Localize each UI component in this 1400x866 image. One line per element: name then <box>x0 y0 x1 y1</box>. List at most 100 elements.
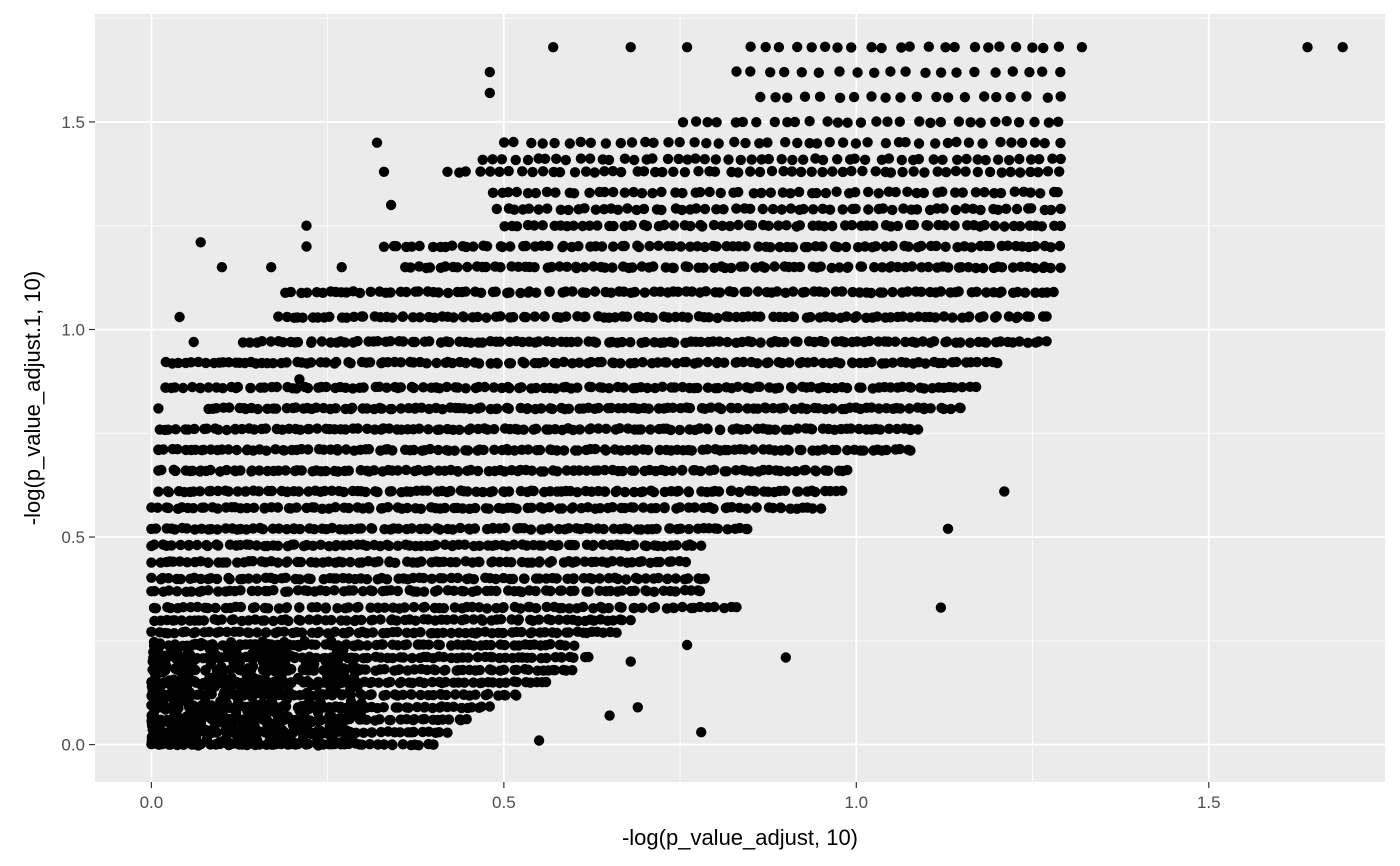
data-point <box>446 627 457 639</box>
data-point <box>356 614 367 626</box>
data-point <box>483 503 495 514</box>
data-point <box>793 186 805 198</box>
data-point <box>448 312 459 323</box>
data-point <box>990 67 1001 78</box>
data-point <box>745 466 757 477</box>
data-point <box>233 651 245 662</box>
data-point <box>756 187 767 199</box>
data-point <box>357 586 369 597</box>
data-point <box>477 154 488 165</box>
data-point <box>281 602 293 613</box>
data-point <box>767 203 779 215</box>
data-point <box>674 502 686 513</box>
data-point <box>685 220 696 232</box>
data-point <box>745 166 756 177</box>
data-point <box>1025 166 1036 178</box>
data-point <box>249 602 260 613</box>
data-point <box>677 601 688 613</box>
data-point <box>490 286 501 297</box>
data-point <box>852 67 863 78</box>
data-point <box>526 652 537 663</box>
data-point <box>683 487 695 498</box>
data-point <box>440 664 451 676</box>
data-point <box>472 311 483 323</box>
data-point <box>792 423 803 434</box>
data-point <box>670 586 681 597</box>
data-point <box>561 311 572 322</box>
data-point <box>699 241 711 253</box>
data-point <box>870 241 881 252</box>
data-point <box>266 485 278 497</box>
data-point <box>627 262 638 273</box>
data-point <box>776 204 787 215</box>
data-point <box>1055 137 1066 149</box>
data-point <box>937 186 948 197</box>
data-point <box>490 573 502 585</box>
data-point <box>615 358 626 369</box>
data-point <box>992 204 1004 215</box>
data-point <box>232 381 244 393</box>
data-point <box>787 154 798 166</box>
data-point <box>509 204 520 215</box>
data-point <box>500 652 511 663</box>
data-point <box>372 486 383 498</box>
data-point <box>896 42 907 53</box>
data-point <box>634 311 645 322</box>
data-point <box>726 502 737 513</box>
data-point <box>312 423 323 434</box>
data-point <box>600 445 612 456</box>
data-point <box>1001 203 1012 214</box>
data-point <box>979 219 990 231</box>
data-point <box>989 220 1000 231</box>
data-point <box>203 585 214 596</box>
data-point <box>302 444 314 455</box>
data-point <box>1005 91 1016 103</box>
data-point <box>675 523 686 534</box>
data-point <box>580 166 592 177</box>
data-point <box>845 423 857 434</box>
data-point <box>872 311 883 322</box>
data-point <box>612 573 624 585</box>
data-point <box>596 241 608 252</box>
data-point <box>625 337 636 348</box>
data-point <box>742 423 753 435</box>
data-point <box>629 357 640 369</box>
data-point <box>991 91 1002 103</box>
data-point <box>365 286 376 297</box>
data-point <box>551 153 562 164</box>
data-point <box>189 423 200 435</box>
data-point <box>923 261 934 273</box>
data-point <box>762 137 773 148</box>
data-point <box>590 443 601 455</box>
data-point <box>345 358 356 369</box>
data-point <box>930 312 941 323</box>
data-point <box>190 627 201 638</box>
data-point <box>784 357 795 368</box>
data-point <box>547 403 558 415</box>
data-point <box>381 382 392 393</box>
data-point <box>894 443 906 455</box>
data-point <box>696 540 707 551</box>
data-point <box>423 424 434 435</box>
data-point <box>356 739 368 750</box>
data-point <box>814 91 826 102</box>
data-point <box>218 640 229 651</box>
data-point <box>249 677 260 688</box>
data-point <box>343 465 354 476</box>
data-point <box>694 423 705 434</box>
data-point <box>460 357 472 369</box>
data-point <box>580 287 592 298</box>
data-point <box>868 220 879 231</box>
data-point <box>831 444 842 456</box>
data-point <box>806 42 817 53</box>
data-point <box>195 739 206 750</box>
data-point <box>392 585 403 597</box>
data-point <box>517 166 528 177</box>
data-point <box>228 614 239 625</box>
data-point <box>569 585 580 596</box>
data-point <box>732 381 743 392</box>
data-point <box>415 689 426 701</box>
data-point <box>748 188 759 199</box>
data-point <box>1037 66 1048 77</box>
data-point <box>1024 67 1035 78</box>
